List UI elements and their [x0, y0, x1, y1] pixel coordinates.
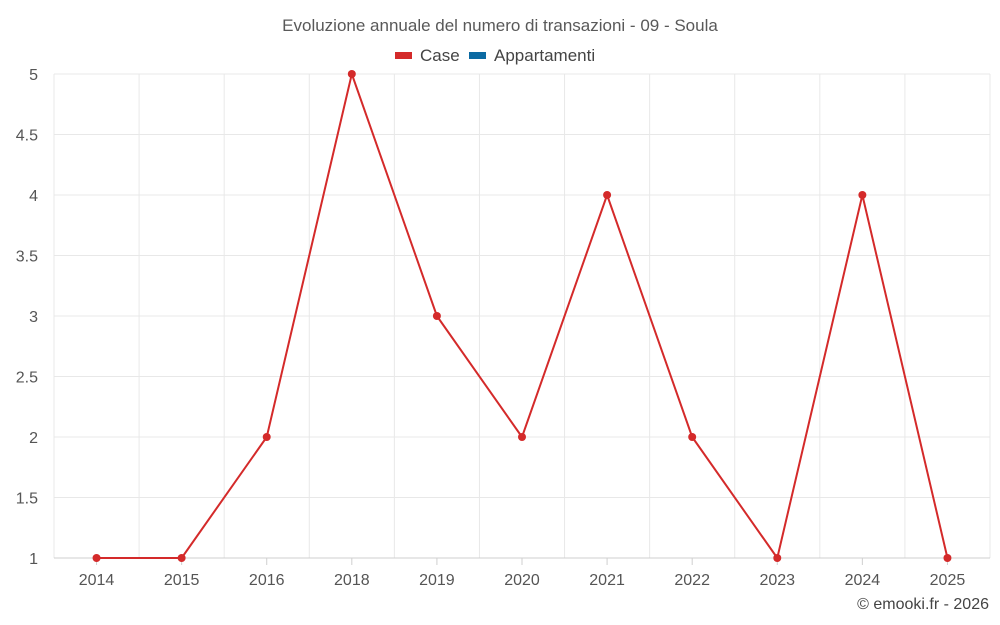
data-point-case[interactable]: [347, 70, 356, 78]
y-tick-label: 2.5: [16, 370, 38, 387]
data-point-case[interactable]: [858, 191, 867, 199]
data-point-case[interactable]: [603, 191, 612, 199]
legend-swatch-appartamenti: [469, 52, 486, 59]
legend: Case Appartamenti: [395, 46, 595, 65]
x-tick-label: 2015: [164, 572, 200, 589]
grid: [53, 73, 991, 559]
y-tick-label: 1: [29, 551, 38, 568]
x-tick-label: 2019: [419, 572, 455, 589]
y-tick-label: 3: [29, 309, 38, 326]
data-point-case[interactable]: [92, 554, 101, 562]
data-point-case[interactable]: [943, 554, 952, 562]
y-tick-label: 5: [29, 67, 38, 84]
y-tick-label: 2: [29, 430, 38, 447]
y-tick-label: 1.5: [16, 491, 38, 508]
x-tick-label: 2021: [589, 572, 625, 589]
credit-text: © emooki.fr - 2026: [857, 596, 989, 613]
legend-item-appartamenti[interactable]: Appartamenti: [469, 46, 595, 65]
x-tick-label: 2018: [334, 572, 370, 589]
data-point-case[interactable]: [262, 433, 271, 441]
series-case: [92, 70, 952, 562]
x-tick-label: 2025: [930, 572, 966, 589]
legend-label-appartamenti: Appartamenti: [494, 46, 595, 65]
legend-swatch-case: [395, 52, 412, 59]
x-tick-label: 2024: [845, 572, 881, 589]
legend-label-case: Case: [420, 46, 460, 65]
axes: 1 1.5 2 2.5 3 3.5 4 4.5 5 2014 2015 2016 2018 2019 202…: [16, 67, 990, 589]
y-tick-label: 4.5: [16, 128, 38, 145]
x-tick-label: 2023: [759, 572, 795, 589]
data-point-case[interactable]: [432, 312, 441, 320]
y-tick-label: 4: [29, 188, 38, 205]
x-tick-label: 2016: [249, 572, 285, 589]
x-tick-label: 2022: [674, 572, 710, 589]
data-point-case[interactable]: [688, 433, 697, 441]
data-point-case[interactable]: [177, 554, 186, 562]
x-tick-label: 2014: [79, 572, 115, 589]
data-point-case[interactable]: [773, 554, 782, 562]
legend-item-case[interactable]: Case: [395, 46, 460, 65]
chart-title: Evoluzione annuale del numero di transaz…: [282, 16, 718, 35]
x-tick-label: 2020: [504, 572, 540, 589]
y-tick-label: 3.5: [16, 249, 38, 266]
data-point-case[interactable]: [518, 433, 526, 441]
